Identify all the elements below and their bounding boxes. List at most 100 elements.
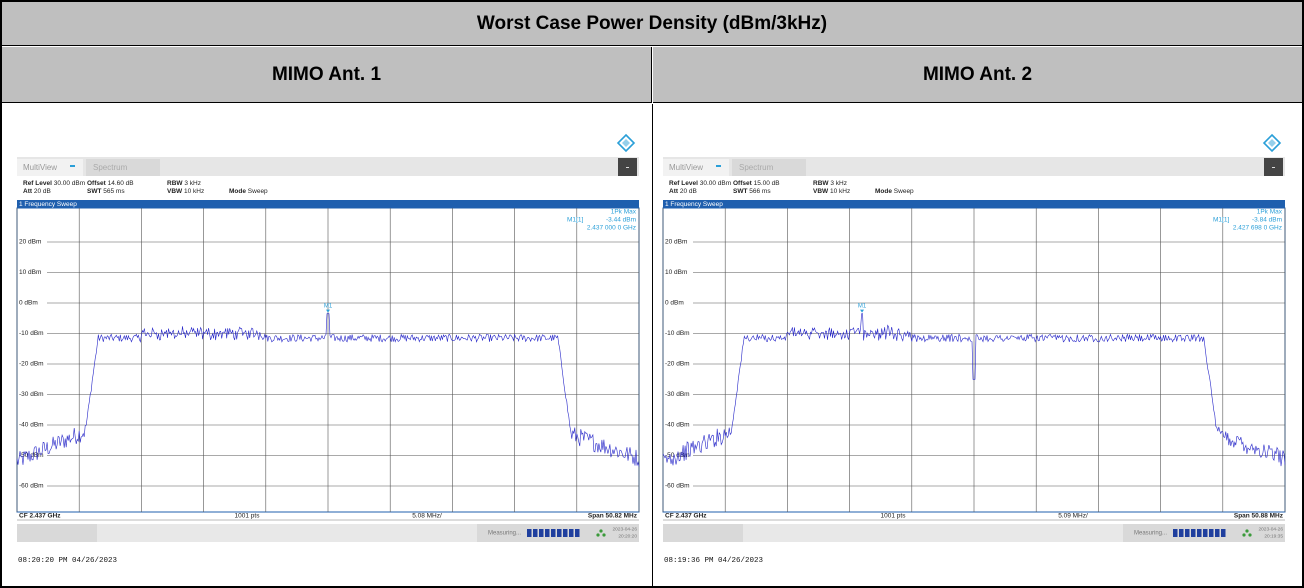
setting-label: Mode bbox=[229, 188, 246, 195]
y-label: -30 dBm bbox=[665, 391, 690, 398]
marker-name: M1[1] bbox=[1213, 217, 1229, 224]
setting: VBW 10 kHz bbox=[167, 188, 204, 195]
marker-level: -3.44 dBm bbox=[606, 217, 636, 224]
progress-block bbox=[1197, 529, 1202, 537]
y-label: -30 dBm bbox=[19, 391, 44, 398]
tab bbox=[663, 159, 729, 176]
setting-label: SWT bbox=[733, 188, 747, 195]
y-label: 10 dBm bbox=[665, 269, 687, 276]
progress-block bbox=[1221, 529, 1226, 537]
setting-label: RBW bbox=[813, 180, 829, 187]
setting: RBW 3 kHz bbox=[813, 180, 847, 187]
setting-label: SWT bbox=[87, 188, 101, 195]
status-date: 2023-04-26 bbox=[1258, 526, 1283, 532]
setting-label: Att bbox=[23, 188, 33, 195]
tab bbox=[86, 159, 160, 176]
setting-label: Offset bbox=[87, 180, 107, 187]
panel-header bbox=[17, 200, 639, 208]
y-label: 20 dBm bbox=[665, 239, 687, 246]
logo bbox=[1262, 133, 1282, 153]
column-header: MIMO Ant. 2 bbox=[653, 47, 1302, 103]
y-label: 0 dBm bbox=[665, 300, 684, 307]
setting: SWT 565 ms bbox=[87, 188, 125, 195]
trace bbox=[16, 313, 640, 467]
setting: Mode Sweep bbox=[875, 188, 914, 195]
y-label: -10 dBm bbox=[665, 330, 690, 337]
setting-label: Offset bbox=[733, 180, 753, 187]
setting-value: Sweep bbox=[894, 188, 914, 195]
column-header: MIMO Ant. 1 bbox=[2, 47, 652, 103]
tab-indicator bbox=[716, 165, 721, 167]
progress-block bbox=[1179, 529, 1184, 537]
panel-title: 1 Frequency Sweep bbox=[19, 201, 77, 208]
tab-indicator bbox=[70, 165, 75, 167]
setting-label: Ref Level bbox=[669, 180, 698, 187]
table-title: Worst Case Power Density (dBm/3kHz) bbox=[2, 2, 1302, 46]
y-label: -40 dBm bbox=[19, 422, 44, 429]
capture-time: 08:20:20 PM 04/26/2023 bbox=[18, 557, 118, 565]
status-field bbox=[97, 524, 477, 542]
status-text: Measuring... bbox=[488, 531, 521, 537]
marker-freq: 2.427 698 0 GHz bbox=[1233, 225, 1282, 232]
panel-header bbox=[663, 200, 1285, 208]
setting: RBW 3 kHz bbox=[167, 180, 201, 187]
trace bbox=[662, 313, 1286, 467]
progress-block bbox=[545, 529, 550, 537]
setting-value: 15.00 dB bbox=[754, 180, 780, 187]
setting: SWT 566 ms bbox=[733, 188, 771, 195]
setting-label: Mode bbox=[875, 188, 892, 195]
setting: Ref Level 30.00 dBm bbox=[23, 180, 85, 187]
setting-value: 10 kHz bbox=[830, 188, 850, 195]
setting: VBW 10 kHz bbox=[813, 188, 850, 195]
points: 1001 pts bbox=[881, 513, 907, 520]
status-icon bbox=[1242, 533, 1246, 537]
progress-block bbox=[557, 529, 562, 537]
y-label: -20 dBm bbox=[665, 361, 690, 368]
tab-label: Spectrum bbox=[93, 163, 128, 172]
marker-triangle bbox=[860, 309, 865, 313]
progress-block bbox=[527, 529, 532, 537]
progress-block bbox=[1173, 529, 1178, 537]
points: 1001 pts bbox=[235, 513, 261, 520]
y-label: -10 dBm bbox=[19, 330, 44, 337]
logo-shape bbox=[616, 133, 636, 153]
progress-block bbox=[1191, 529, 1196, 537]
progress-block bbox=[539, 529, 544, 537]
y-label: 0 dBm bbox=[19, 300, 38, 307]
progress-block bbox=[575, 529, 580, 537]
status-field bbox=[743, 524, 1123, 542]
y-label: -60 dBm bbox=[665, 483, 690, 490]
status-text: Measuring... bbox=[1134, 531, 1167, 537]
setting-value: Sweep bbox=[248, 188, 268, 195]
detector: 1Pk Max bbox=[611, 209, 637, 216]
y-label: -20 dBm bbox=[19, 361, 44, 368]
setting-value: 30.00 dBm bbox=[700, 180, 731, 187]
setting: Att 20 dB bbox=[23, 188, 51, 195]
panel-title: 1 Frequency Sweep bbox=[665, 201, 723, 208]
setting-label: VBW bbox=[813, 188, 829, 195]
detector: 1Pk Max bbox=[1257, 209, 1283, 216]
screenshot: MultiView Spectrum Ref Level 30.00 dBm Offs… bbox=[662, 133, 1286, 565]
setting-label: Ref Level bbox=[23, 180, 52, 187]
menu-icon bbox=[1272, 167, 1275, 168]
progress-block bbox=[1203, 529, 1208, 537]
y-label: -60 dBm bbox=[19, 483, 44, 490]
status-icon bbox=[596, 533, 600, 537]
logo-shape bbox=[1262, 133, 1282, 153]
center-freq: CF 2.437 GHz bbox=[665, 513, 707, 520]
setting-label: RBW bbox=[167, 180, 183, 187]
marker-freq: 2.437 000 0 GHz bbox=[587, 225, 636, 232]
setting: Offset 15.00 dB bbox=[733, 180, 780, 187]
logo-shape bbox=[1268, 139, 1276, 147]
tab-label: MultiView bbox=[23, 163, 57, 172]
status-icon bbox=[599, 529, 603, 533]
marker-label: M1 bbox=[324, 303, 333, 309]
progress-block bbox=[563, 529, 568, 537]
tab-label: Spectrum bbox=[739, 163, 774, 172]
progress-block bbox=[569, 529, 574, 537]
setting-value: 3 kHz bbox=[184, 180, 201, 187]
status-icon bbox=[602, 533, 606, 537]
marker-label: M1 bbox=[858, 303, 867, 309]
y-label: -40 dBm bbox=[665, 422, 690, 429]
menu-icon bbox=[626, 167, 629, 168]
